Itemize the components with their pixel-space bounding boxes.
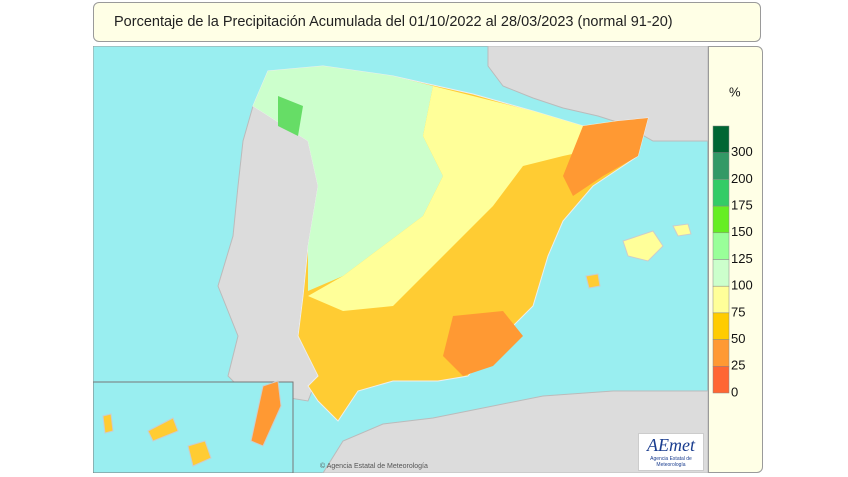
legend-swatch xyxy=(712,179,730,207)
region-orange-se xyxy=(443,311,523,376)
legend-swatch xyxy=(712,259,730,287)
region-yellow xyxy=(308,86,633,311)
menorca xyxy=(672,223,692,237)
legend-swatch xyxy=(712,312,730,340)
legend-swatch xyxy=(712,232,730,260)
logo-name: AEmet xyxy=(647,435,695,455)
region-orange-ne xyxy=(563,118,648,196)
region-darkgreen xyxy=(278,96,303,136)
map xyxy=(93,46,708,473)
legend-tick-label: 300 xyxy=(731,144,753,159)
legend-tick-label: 25 xyxy=(731,358,745,373)
credit: © Agencia Estatal de Meteorología xyxy=(320,463,428,470)
africa xyxy=(322,390,708,473)
logo-subtitle: Agencia Estatal de Meteorología xyxy=(650,456,692,468)
logo: AEmet Agencia Estatal de Meteorología xyxy=(638,433,704,471)
legend-tick-label: 100 xyxy=(731,278,753,293)
legend-unit: % xyxy=(729,84,741,99)
region-green xyxy=(253,66,443,291)
legend-swatch xyxy=(712,339,730,367)
legend: % 300 200 175 150 125 100 75 50 25 0 xyxy=(708,46,763,473)
tenerife xyxy=(147,417,179,442)
legend-tick-label: 150 xyxy=(731,224,753,239)
gran-canaria xyxy=(187,440,212,467)
legend-tick-label: 175 xyxy=(731,198,753,213)
mallorca xyxy=(622,230,664,262)
legend-tick-label: 200 xyxy=(731,171,753,186)
legend-tick-label: 75 xyxy=(731,304,745,319)
legend-scale: % 300 200 175 150 125 100 75 50 25 0 xyxy=(712,84,753,399)
title: Porcentaje de la Precipitación Acumulada… xyxy=(93,2,761,42)
ibiza xyxy=(585,273,601,289)
legend-swatch xyxy=(712,125,730,153)
la-palma xyxy=(102,413,114,434)
legend-tick-label: 0 xyxy=(731,384,738,399)
legend-swatch xyxy=(712,366,730,394)
legend-swatch xyxy=(712,205,730,234)
legend-swatch xyxy=(712,152,730,180)
legend-tick-label: 50 xyxy=(731,331,745,346)
fuerteventura xyxy=(250,380,282,447)
legend-tick-label: 125 xyxy=(731,251,753,266)
france xyxy=(487,46,708,142)
legend-swatch xyxy=(712,285,730,314)
